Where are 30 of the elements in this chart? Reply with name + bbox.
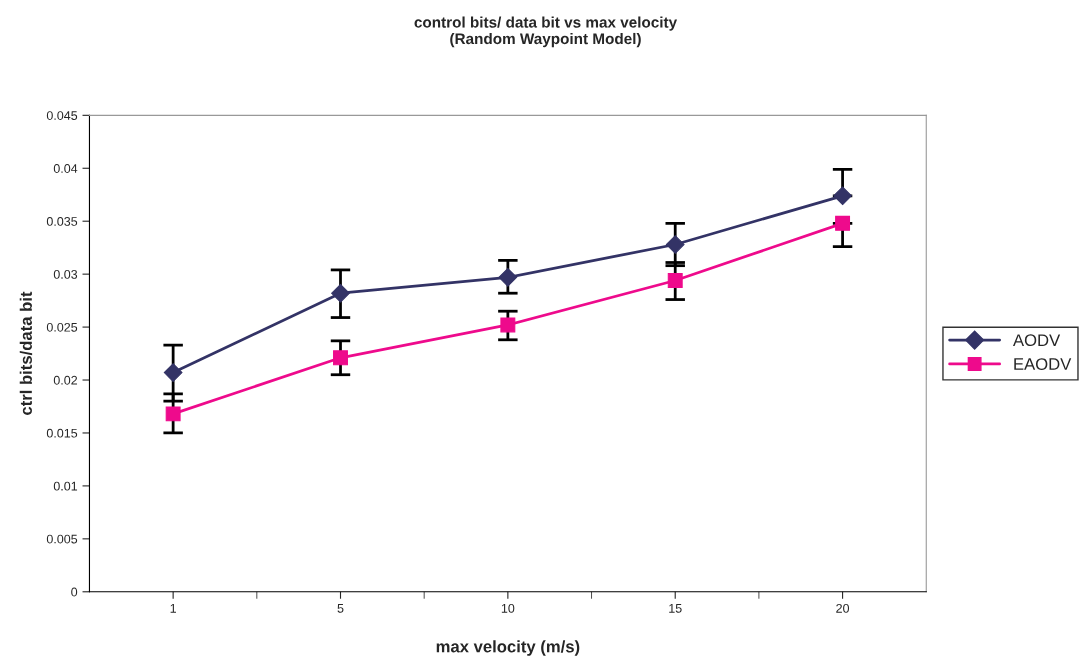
x-axis-title: max velocity (m/s)	[436, 640, 580, 656]
point	[833, 186, 852, 206]
point	[835, 215, 851, 231]
y-tick-label: 0.02	[53, 375, 78, 385]
y-tick-label: 0.04	[53, 164, 78, 173]
x-tick-label: 10	[501, 603, 515, 613]
point	[498, 267, 518, 287]
legend-label: AODV	[1012, 334, 1061, 347]
point	[500, 317, 516, 333]
point	[333, 350, 348, 366]
point	[165, 406, 181, 422]
y-tick-label: 0.035	[46, 217, 78, 226]
x-tick-label: 1	[170, 604, 177, 613]
y-tick-label: 0.025	[46, 322, 78, 332]
x-tick-label: 20	[836, 603, 850, 613]
y-tick-label: 0.01	[53, 481, 78, 491]
point	[163, 363, 183, 382]
y-tick-label: 0	[71, 587, 78, 597]
y-tick-label: 0.045	[46, 111, 78, 120]
chart-title: control bits/ data bit vs max velocity (Random Waypoint Model)	[414, 16, 678, 48]
legend-label: EAODV	[1014, 358, 1072, 370]
y-tick-label: 0.005	[46, 534, 78, 544]
point	[665, 235, 685, 254]
x-tick-label: 5	[337, 604, 344, 613]
point	[331, 283, 350, 303]
y-tick-label: 0.015	[46, 428, 78, 438]
x-tick-label: 15	[669, 604, 682, 613]
y-axis-title: ctrl bits/data bit	[19, 291, 33, 415]
y-tick-label: 0.03	[53, 269, 78, 279]
point	[667, 273, 683, 288]
